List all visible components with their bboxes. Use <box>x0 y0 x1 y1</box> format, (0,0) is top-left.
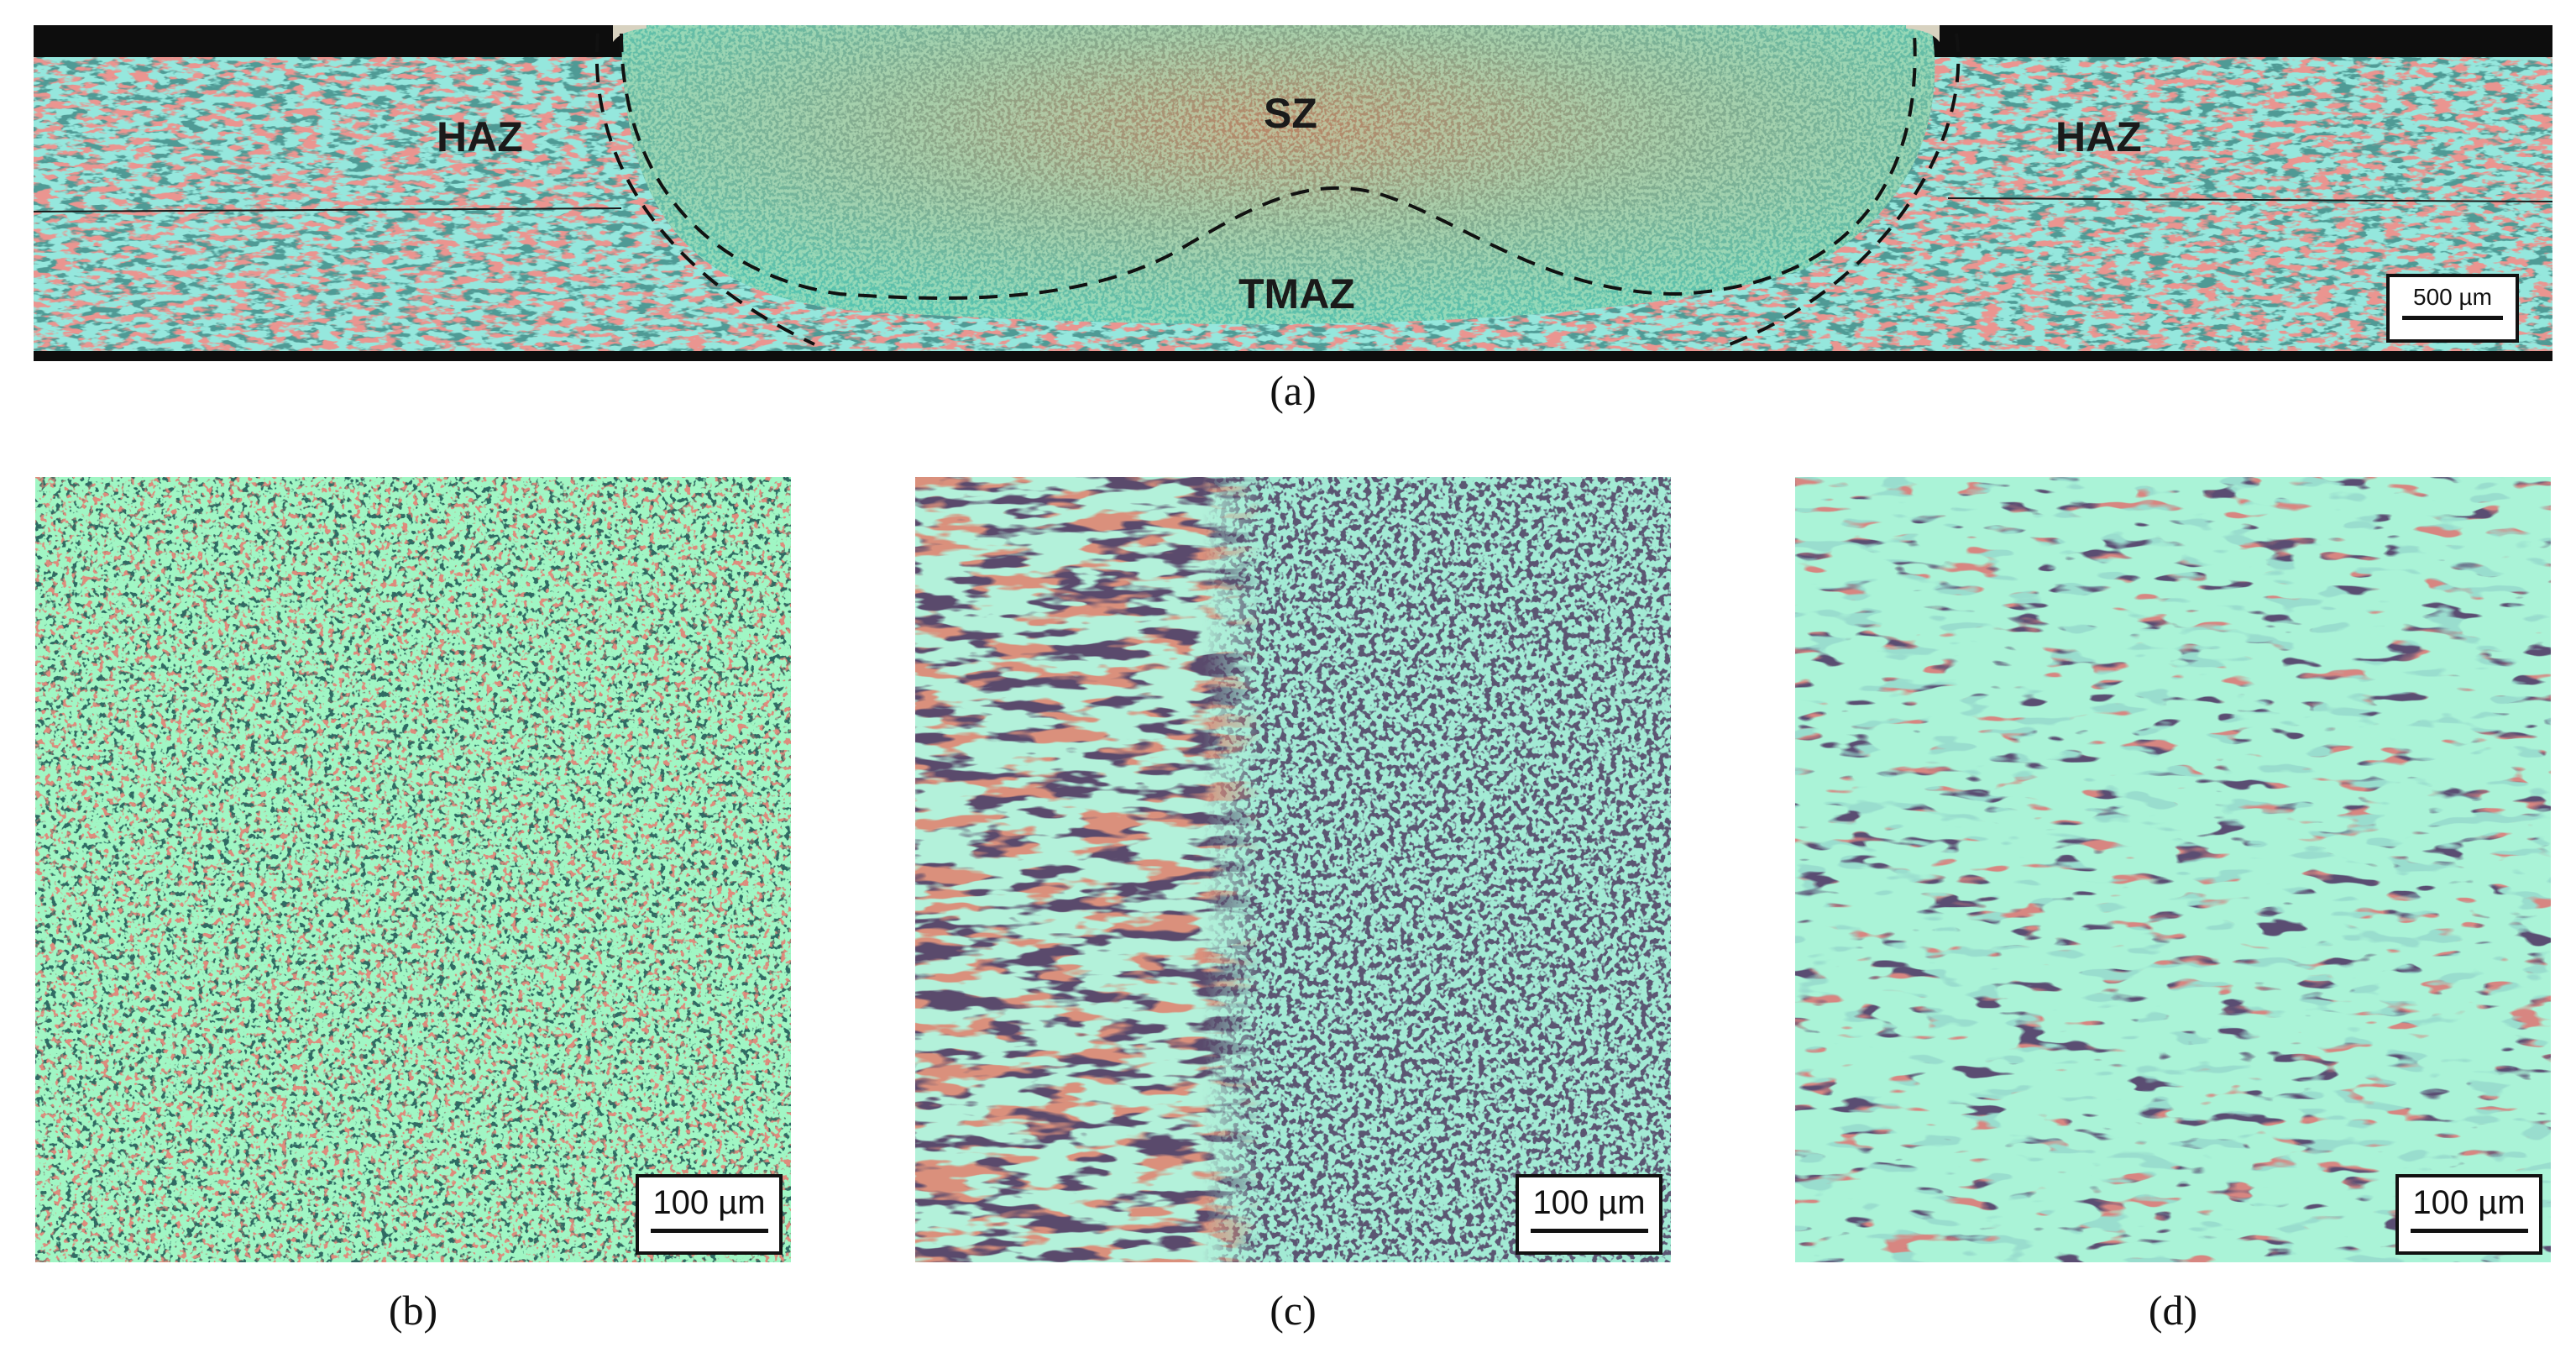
outer-boundary-left <box>594 33 815 346</box>
scale-bar-a-label: 500 µm <box>2413 284 2492 310</box>
scale-bar-c-label: 100 µm <box>1532 1184 1646 1221</box>
caption-b: (b) <box>388 1287 438 1334</box>
seam-line-left <box>34 207 622 212</box>
micrograph-c <box>915 477 1671 1262</box>
caption-d: (d) <box>2148 1287 2198 1334</box>
seam-line-right <box>1947 197 2552 202</box>
zone-boundaries <box>594 33 1961 346</box>
micrograph-d <box>1795 477 2551 1262</box>
scale-bar-c-line <box>1530 1229 1648 1233</box>
scale-bar-d: 100 µm <box>2395 1174 2542 1255</box>
panel-a-weld-cross-section: HAZ SZ HAZ TMAZ 500 µm <box>34 25 2552 361</box>
panel-d-haz-micrograph: 100 µm <box>1795 477 2551 1262</box>
panel-c-tmaz-micrograph: 100 µm <box>915 477 1671 1262</box>
scale-bar-d-line <box>2410 1229 2528 1233</box>
zone-label-haz-left: HAZ <box>437 113 523 160</box>
zone-label-sz: SZ <box>1264 90 1317 137</box>
caption-a: (a) <box>1270 367 1317 414</box>
scale-bar-b: 100 µm <box>636 1174 783 1255</box>
caption-c: (c) <box>1270 1287 1317 1334</box>
panel-b-stir-zone-micrograph: 100 µm <box>35 477 791 1262</box>
weld-micrograph <box>34 25 2552 361</box>
scale-bar-b-line <box>650 1229 768 1233</box>
zone-label-tmaz: TMAZ <box>1238 270 1355 317</box>
scale-bar-a-line <box>2402 316 2503 320</box>
scale-bar-a: 500 µm <box>2386 274 2519 343</box>
scale-bar-c: 100 µm <box>1516 1174 1662 1255</box>
micrograph-b <box>35 477 791 1262</box>
zone-label-haz-right: HAZ <box>2055 113 2142 160</box>
outer-boundary-right <box>1729 33 1961 346</box>
scale-bar-d-label: 100 µm <box>2412 1184 2526 1221</box>
scale-bar-b-label: 100 µm <box>652 1184 766 1221</box>
